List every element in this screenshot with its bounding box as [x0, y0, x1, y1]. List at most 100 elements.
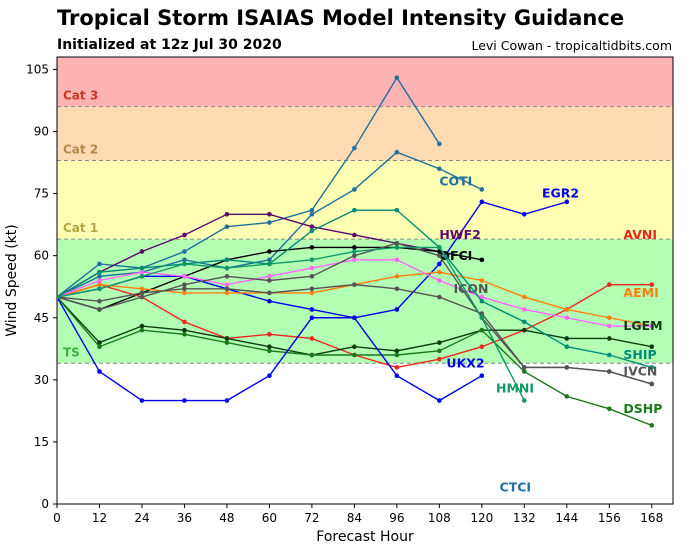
series-aemi-point [564, 307, 570, 312]
series-hwf2-point [352, 232, 357, 238]
series-ivcn-point [182, 282, 187, 287]
series-icon-point [139, 290, 145, 296]
y-tick-label: 90 [34, 125, 49, 139]
series-coti-point [352, 145, 357, 151]
series-hmni-label: HMNI [496, 380, 534, 395]
series-coti-b-point [479, 187, 485, 192]
series-emx2-point [479, 294, 485, 300]
band-label-cat-1: Cat 1 [63, 221, 98, 235]
series-aemi-point [606, 315, 612, 321]
series-lgem-point [224, 336, 230, 341]
series-coti-b-point [437, 166, 442, 172]
series-emx2-point [224, 282, 230, 287]
series-ofci-label: OFCI [439, 248, 472, 263]
series-dshp-point [437, 348, 442, 354]
band-cat-3 [57, 57, 673, 107]
series-ivcn-point [437, 253, 442, 258]
series-icon-point [97, 298, 102, 304]
series-dshp-point [224, 340, 230, 345]
series-ivcn-point [139, 294, 145, 300]
series-icon-point [267, 290, 272, 296]
series-hwf2-point [309, 224, 315, 229]
series-aemi-point [437, 269, 442, 275]
x-tick-label: 60 [262, 511, 277, 525]
series-coti-point [182, 249, 187, 254]
series-dshp-point [564, 394, 570, 399]
x-tick-label: 36 [177, 511, 192, 525]
series-dshp-label: DSHP [623, 401, 662, 416]
series-aemi-point [479, 278, 485, 283]
series-emx2-point [97, 278, 102, 283]
series-ukx2-point [182, 398, 187, 403]
series-coti-point [394, 75, 400, 80]
x-tick-label: 144 [555, 511, 578, 525]
series-coti-b-point [394, 149, 400, 155]
x-tick-label: 72 [304, 511, 319, 525]
series-emx2-point [606, 323, 612, 329]
series-ivcn-point [564, 365, 570, 370]
series-hmni-point [97, 286, 102, 292]
y-tick-label: 45 [34, 311, 49, 325]
series-hmni-point [437, 245, 442, 250]
series-ctci-label: CTCI [500, 480, 532, 495]
series-egr2-point [522, 211, 527, 217]
series-emx2-point [267, 274, 272, 279]
series-dshp-point [352, 352, 357, 358]
series-dshp-point [267, 348, 272, 354]
series-lgem-point [606, 336, 612, 341]
series-emx2-point [437, 278, 442, 283]
series-ukx2-point [97, 369, 102, 374]
series-ukx2-point [479, 373, 485, 378]
series-lgem-point [394, 348, 400, 354]
band-cat-2 [57, 106, 673, 161]
series-hmni-point [309, 257, 315, 263]
series-hmni-point [224, 265, 230, 271]
y-axis-label: Wind Speed (kt) [4, 224, 20, 337]
series-dshp-point [522, 369, 527, 374]
series-avni-point [394, 365, 400, 370]
series-ivcn-point [309, 274, 315, 279]
series-icon-point [224, 286, 230, 292]
y-tick-label: 15 [34, 435, 49, 449]
series-lgem-point [564, 336, 570, 341]
series-coti-line [57, 76, 440, 298]
series-coti-point [267, 220, 272, 225]
series-ivcn-label: IVCN [623, 364, 657, 379]
series-lgem-point [522, 327, 527, 333]
series-ofci-point [267, 249, 272, 254]
series-emx2-point [352, 257, 357, 263]
series-hmni-point [57, 294, 60, 300]
band-label-cat-3: Cat 3 [63, 89, 98, 103]
series-emx2-point [522, 307, 527, 312]
series-ship-point [309, 228, 315, 234]
x-tick-label: 84 [347, 511, 362, 525]
series-icon-point [394, 286, 400, 292]
series-hwf2-point [267, 211, 272, 217]
series-avni-point [649, 282, 655, 287]
series-avni-label: AVNI [623, 227, 657, 242]
series-avni-point [606, 282, 612, 287]
y-tick-label: 105 [26, 62, 49, 76]
series-hmni-point [522, 398, 527, 403]
series-egr2-label: EGR2 [542, 186, 579, 201]
series-lgem-point [139, 323, 145, 329]
series-dshp-point [182, 332, 187, 337]
series-hmni-point [182, 261, 187, 267]
series-coti-point [309, 207, 315, 213]
series-hmni-point [267, 261, 272, 267]
series-lgem-point [352, 344, 357, 350]
series-emx2-point [564, 315, 570, 321]
series-ship-point [522, 319, 527, 325]
y-tick-label: 60 [34, 249, 49, 263]
series-emx2-point [309, 265, 315, 271]
x-tick-label: 48 [219, 511, 234, 525]
series-avni-point [479, 344, 485, 350]
series-avni-point [437, 356, 442, 362]
series-emx2-point [139, 269, 145, 275]
series-dshp-point [479, 327, 485, 333]
series-ship-point [97, 269, 102, 275]
series-aemi-point [394, 274, 400, 279]
series-ukx2-label: UKX2 [446, 355, 484, 370]
series-ship-point [606, 352, 612, 358]
